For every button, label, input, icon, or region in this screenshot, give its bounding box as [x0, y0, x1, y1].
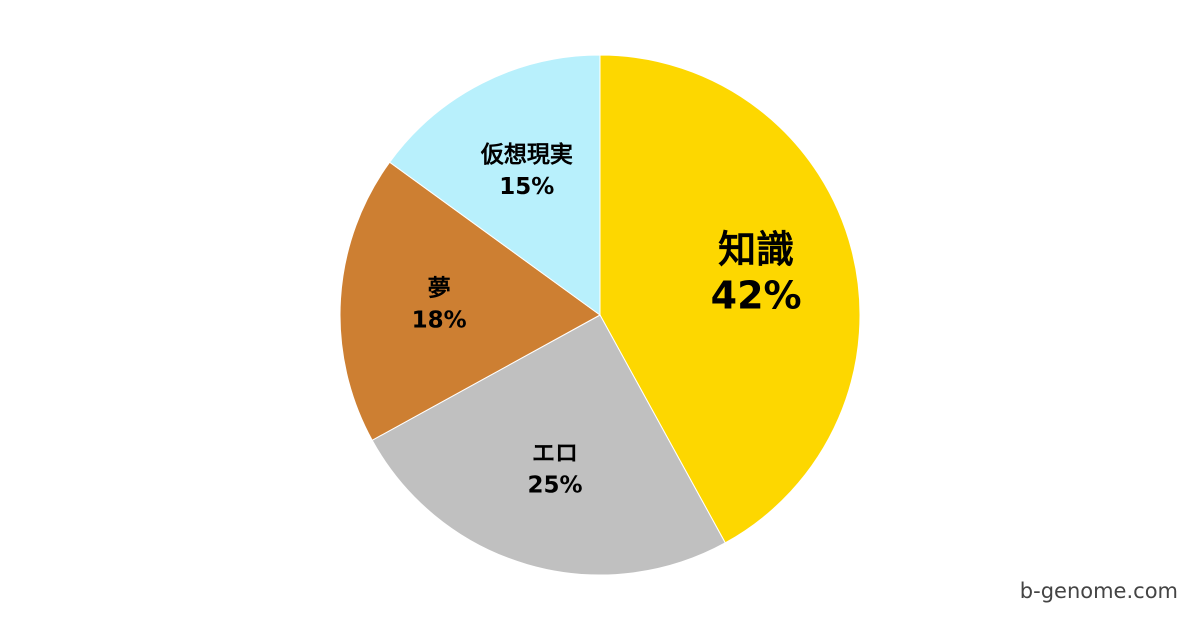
pie-slice [371, 314, 726, 576]
slice-label: 夢 [428, 275, 451, 301]
pie-slice [599, 54, 861, 544]
slice-label: エロ [532, 440, 578, 466]
value-label: 18% [412, 307, 467, 333]
value-label: 42% [711, 273, 802, 317]
pie-slice [388, 54, 601, 316]
slice-label: 仮想現実 [480, 141, 573, 168]
value-label: 25% [527, 472, 582, 498]
footer: b-genome.com [1020, 579, 1178, 603]
slice-label: 知識 [718, 227, 794, 271]
pie-slice [339, 161, 601, 441]
value-label: 15% [499, 174, 554, 200]
